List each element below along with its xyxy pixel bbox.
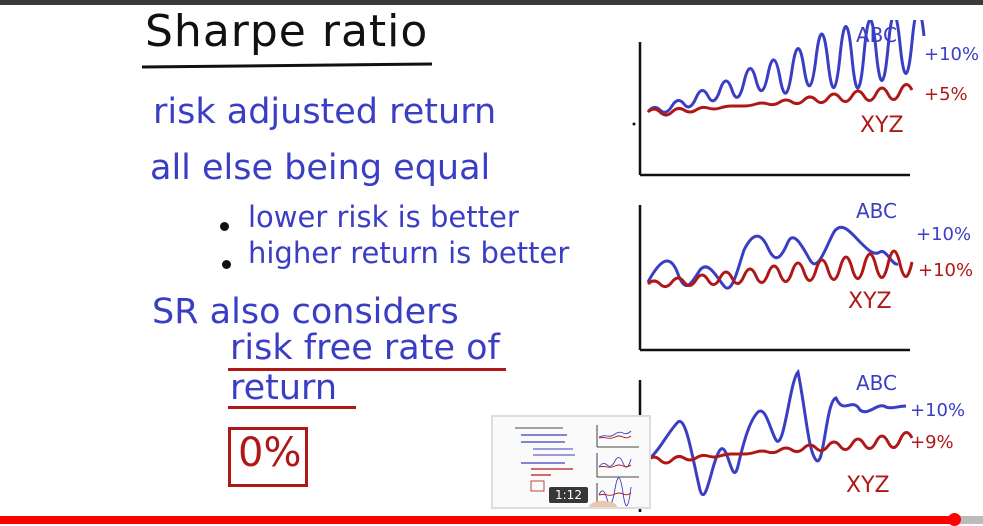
chart-2-xyz-label: XYZ [848, 289, 892, 314]
chart-2-abc-label: ABC [856, 199, 897, 223]
bullet-dot-1 [220, 222, 229, 231]
chart-1: ABC +10% +5% XYZ [632, 20, 979, 177]
chart-3-abc-line [647, 368, 907, 496]
preview-timestamp: 1:12 [549, 487, 588, 503]
bullet-higher-return: higher return is better [248, 236, 570, 270]
chart-2-xyz-line [646, 249, 914, 289]
chart-1-abc-label: ABC [856, 23, 897, 47]
chart-3-abc-label: ABC [856, 371, 897, 395]
point-all-else-equal: all else being equal [150, 148, 491, 188]
video-progress-bar[interactable] [0, 513, 983, 526]
chart-2-xyz-value: +10% [918, 260, 973, 281]
point-risk-adjusted: risk adjusted return [153, 92, 497, 132]
chart-3-xyz-line [646, 431, 914, 465]
slide-title: Sharpe ratio [145, 6, 429, 57]
underline-risk-free [228, 368, 506, 371]
chart-2-abc-line [646, 225, 899, 290]
zero-percent-box [228, 427, 308, 487]
point-risk-free-rate: risk free rate of [230, 328, 500, 368]
progress-scrubber-handle[interactable] [947, 513, 961, 526]
comparison-charts: ABC +10% +5% XYZ ABC +10% +10% XYZ ABC +… [632, 20, 979, 512]
progress-played [0, 516, 954, 524]
chart-2: ABC +10% +10% XYZ [638, 199, 973, 352]
top-edge-bar [0, 0, 983, 5]
title-underline [141, 62, 433, 69]
chart-1-xyz-label: XYZ [860, 113, 904, 138]
bullet-lower-risk: lower risk is better [248, 200, 519, 234]
point-return: return [230, 368, 338, 408]
chart-3-xyz-label: XYZ [846, 473, 890, 498]
point-sr-considers: SR also considers [152, 292, 459, 332]
chart-1-abc-line [646, 20, 926, 114]
chart-3: ABC +10% +9% XYZ [638, 368, 965, 512]
chart-1-abc-value: +10% [924, 44, 979, 65]
chart-1-xyz-line [646, 83, 914, 117]
chart-1-xyz-value: +5% [924, 84, 968, 105]
bullet-dot-2 [222, 260, 231, 269]
underline-return [228, 406, 356, 409]
zero-percent-value: 0% [238, 430, 302, 476]
chart-2-abc-value: +10% [916, 224, 971, 245]
chart-3-abc-value: +10% [910, 400, 965, 421]
chart-3-xyz-value: +9% [910, 432, 954, 453]
